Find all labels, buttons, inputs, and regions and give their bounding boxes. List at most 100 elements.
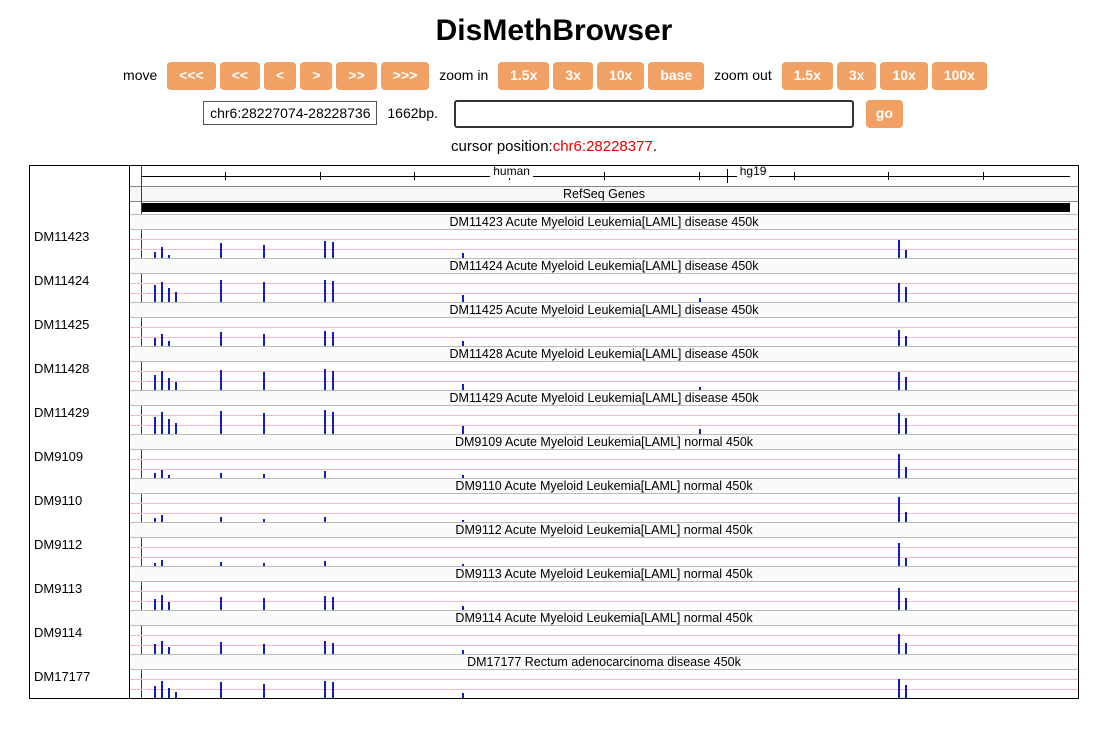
region-display: chr6:28227074-28228736 <box>203 101 377 125</box>
refseq-caption: RefSeq Genes <box>130 186 1078 202</box>
ruler-label-left: human <box>490 166 533 178</box>
gridline <box>130 415 1078 416</box>
move-button-3[interactable]: > <box>300 62 332 90</box>
track-data[interactable]: DM9114 Acute Myeloid Leukemia[LAML] norm… <box>130 610 1078 654</box>
track-label[interactable]: DM9113 <box>30 566 130 610</box>
data-bar <box>154 644 156 654</box>
data-bar <box>898 283 900 303</box>
data-bar <box>332 281 334 302</box>
track-row: DM9110DM9110 Acute Myeloid Leukemia[LAML… <box>30 478 1078 522</box>
gridline <box>130 635 1078 636</box>
zoom-out-button-3[interactable]: 100x <box>932 62 987 90</box>
data-bar <box>905 377 907 390</box>
cursor-label: cursor position: <box>451 138 553 155</box>
move-button-0[interactable]: <<< <box>167 62 216 90</box>
data-bar <box>332 242 334 258</box>
track-label[interactable]: DM11425 <box>30 302 130 346</box>
move-button-4[interactable]: >> <box>336 62 376 90</box>
data-bar <box>168 602 170 610</box>
data-bar <box>905 685 907 698</box>
track-plot <box>130 494 1078 522</box>
go-button[interactable]: go <box>866 100 903 128</box>
track-label[interactable]: DM11428 <box>30 346 130 390</box>
track-label[interactable]: DM9109 <box>30 434 130 478</box>
data-bar <box>161 282 163 302</box>
data-bar <box>898 330 900 346</box>
ruler-axis <box>142 176 1070 177</box>
gridline <box>130 591 1078 592</box>
track-label[interactable]: DM9114 <box>30 610 130 654</box>
nav-toolbar: move <<<<<<>>>>>> zoom in 1.5x3x10xbase … <box>20 62 1088 90</box>
data-bar <box>154 285 156 302</box>
track-data[interactable]: DM11424 Acute Myeloid Leukemia[LAML] dis… <box>130 258 1078 302</box>
data-bar <box>168 688 170 698</box>
track-data[interactable]: DM11423 Acute Myeloid Leukemia[LAML] dis… <box>130 214 1078 258</box>
data-bar <box>161 247 163 258</box>
track-data[interactable]: DM11428 Acute Myeloid Leukemia[LAML] dis… <box>130 346 1078 390</box>
ruler-row: human hg19 <box>30 166 1078 186</box>
data-bar <box>161 334 163 347</box>
ruler-tick <box>699 172 700 180</box>
data-bar <box>220 370 222 390</box>
ruler-major-tick <box>727 169 728 183</box>
track-data[interactable]: DM9109 Acute Myeloid Leukemia[LAML] norm… <box>130 434 1078 478</box>
zoom-in-button-1[interactable]: 3x <box>553 62 593 90</box>
refseq-track[interactable]: RefSeq Genes <box>130 186 1078 214</box>
track-data[interactable]: DM11429 Acute Myeloid Leukemia[LAML] dis… <box>130 390 1078 434</box>
zoom-in-button-2[interactable]: 10x <box>597 62 644 90</box>
track-data[interactable]: DM9113 Acute Myeloid Leukemia[LAML] norm… <box>130 566 1078 610</box>
data-bar <box>462 295 464 302</box>
move-button-1[interactable]: << <box>220 62 260 90</box>
data-bar <box>905 512 907 522</box>
data-bar <box>905 558 907 566</box>
zoom-out-button-0[interactable]: 1.5x <box>782 62 833 90</box>
ruler[interactable]: human hg19 <box>130 166 1078 186</box>
zoom-in-button-3[interactable]: base <box>648 62 704 90</box>
zoom-in-button-0[interactable]: 1.5x <box>498 62 549 90</box>
track-label[interactable]: DM9112 <box>30 522 130 566</box>
track-data[interactable]: DM17177 Rectum adenocarcinoma disease 45… <box>130 654 1078 698</box>
track-row: DM9109DM9109 Acute Myeloid Leukemia[LAML… <box>30 434 1078 478</box>
data-bar <box>175 292 177 302</box>
track-caption: DM9112 Acute Myeloid Leukemia[LAML] norm… <box>130 522 1078 538</box>
data-bar <box>220 243 222 258</box>
track-plot <box>130 450 1078 478</box>
gridline <box>130 239 1078 240</box>
data-bar <box>324 596 326 611</box>
data-bar <box>332 332 334 346</box>
track-row: DM11425DM11425 Acute Myeloid Leukemia[LA… <box>30 302 1078 346</box>
track-data[interactable]: DM9112 Acute Myeloid Leukemia[LAML] norm… <box>130 522 1078 566</box>
track-row: DM9112DM9112 Acute Myeloid Leukemia[LAML… <box>30 522 1078 566</box>
zoom-out-button-1[interactable]: 3x <box>837 62 877 90</box>
data-bar <box>220 332 222 346</box>
data-bar <box>324 369 326 390</box>
ruler-label-right: hg19 <box>737 166 770 178</box>
gridline <box>130 679 1078 680</box>
data-bar <box>161 641 163 654</box>
data-bar <box>161 595 163 610</box>
data-bar <box>161 412 163 434</box>
gridline <box>130 469 1078 470</box>
zoom-out-button-2[interactable]: 10x <box>880 62 927 90</box>
data-bar <box>898 454 900 478</box>
move-button-5[interactable]: >>> <box>381 62 430 90</box>
track-label[interactable]: DM11423 <box>30 214 130 258</box>
data-bar <box>898 413 900 434</box>
track-plot <box>130 362 1078 390</box>
move-button-2[interactable]: < <box>264 62 296 90</box>
track-plot <box>130 230 1078 258</box>
track-label[interactable]: DM9110 <box>30 478 130 522</box>
gridline <box>130 503 1078 504</box>
data-bar <box>220 642 222 654</box>
track-label[interactable]: DM11429 <box>30 390 130 434</box>
track-label[interactable]: DM17177 <box>30 654 130 698</box>
data-bar <box>161 515 163 522</box>
data-bar <box>161 681 163 698</box>
gridline <box>130 513 1078 514</box>
track-data[interactable]: DM9110 Acute Myeloid Leukemia[LAML] norm… <box>130 478 1078 522</box>
cursor-position-line: cursor position:chr6:28228377. <box>20 138 1088 155</box>
search-input[interactable] <box>454 100 854 128</box>
track-data[interactable]: DM11425 Acute Myeloid Leukemia[LAML] dis… <box>130 302 1078 346</box>
data-bar <box>220 280 222 302</box>
track-label[interactable]: DM11424 <box>30 258 130 302</box>
